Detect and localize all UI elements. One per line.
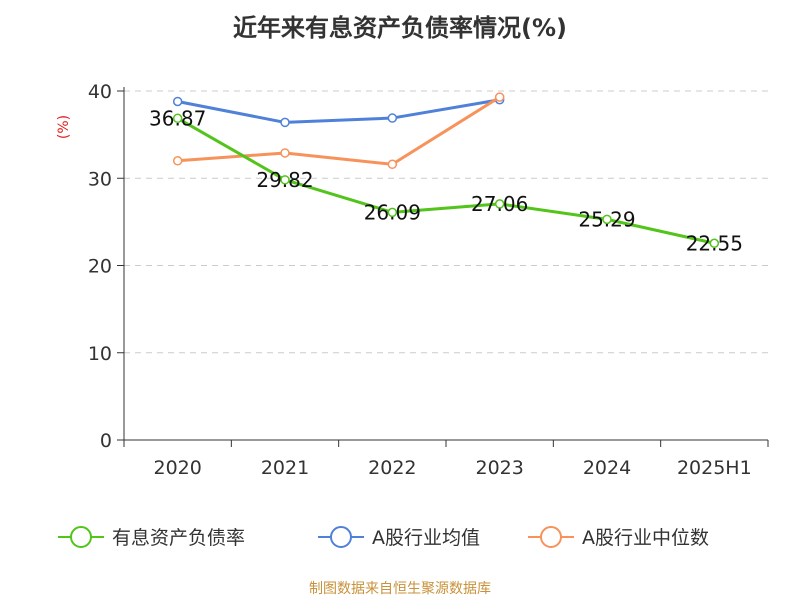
legend-marker <box>70 526 92 548</box>
legend-label: 有息资产负债率 <box>112 527 245 549</box>
data-point <box>172 113 183 124</box>
data-point <box>709 238 720 249</box>
data-point <box>280 117 290 128</box>
data-label: 22.55 <box>686 231 743 255</box>
x-tick-label: 2023 <box>475 457 523 479</box>
legend: 有息资产负债率 A股行业均值 A股行业中位数 <box>58 526 709 549</box>
data-label: 25.29 <box>578 207 635 231</box>
series-line <box>176 117 715 245</box>
legend-item: A股行业中位数 <box>528 526 709 549</box>
data-point <box>280 148 290 158</box>
y-tick-label: 20 <box>88 256 112 278</box>
data-point <box>280 175 290 185</box>
x-tick-label: 2021 <box>261 457 309 479</box>
legend-item: A股行业均值 <box>318 526 480 549</box>
data-point <box>172 156 183 166</box>
data-point <box>602 214 612 225</box>
grid-layer <box>124 90 768 354</box>
x-tick-label: 2024 <box>583 457 631 479</box>
x-tick-label: 2022 <box>368 457 416 479</box>
data-label: 29.82 <box>256 168 313 192</box>
data-label: 26.09 <box>364 200 421 224</box>
legend-label: A股行业中位数 <box>582 527 709 549</box>
data-label-layer: 36.87 29.82 26.09 27.06 25.29 22.55 <box>149 106 743 255</box>
data-point <box>387 207 398 218</box>
legend-label: A股行业均值 <box>372 527 480 549</box>
y-tick-label: 10 <box>88 343 112 365</box>
data-label: 27.06 <box>471 192 528 216</box>
data-label: 36.87 <box>149 106 206 130</box>
legend-item: 有息资产负债率 <box>58 526 245 549</box>
data-point <box>172 96 183 107</box>
x-tick-label: 2020 <box>153 457 201 479</box>
x-tick-label: 2025H1 <box>677 457 752 479</box>
data-point <box>494 92 505 102</box>
legend-marker <box>330 526 352 548</box>
y-tick-label: 30 <box>88 168 112 190</box>
series-line <box>177 98 500 124</box>
data-point <box>387 113 398 123</box>
legend-marker <box>540 526 562 548</box>
y-axis-label: (%) <box>56 115 72 139</box>
series-layer <box>172 92 720 249</box>
axis-layer: 0 10 20 30 40 (%) 2020 2021 2022 2023 2024 2025H1 <box>56 81 769 479</box>
series-line <box>177 95 501 166</box>
chart-title: 近年来有息资产负债率情况(%) <box>233 14 567 42</box>
data-point <box>494 199 505 209</box>
y-tick-label: 0 <box>100 430 112 452</box>
source-note: 制图数据来自恒生聚源数据库 <box>309 581 491 597</box>
y-tick-label: 40 <box>88 81 112 103</box>
data-point <box>387 159 398 170</box>
